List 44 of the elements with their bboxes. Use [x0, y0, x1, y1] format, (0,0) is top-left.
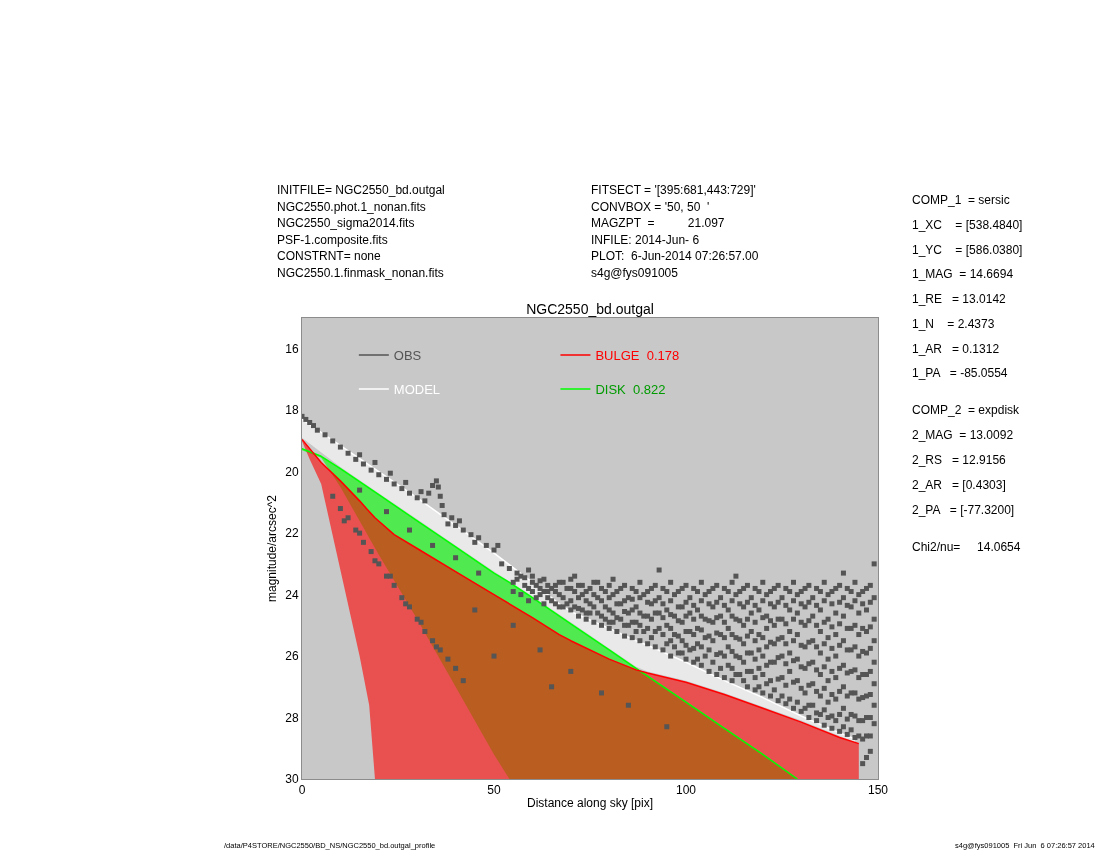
text: 2_RS = 12.9156: [912, 453, 1007, 467]
text: COMP_2 = expdisk: [912, 403, 1021, 417]
text: COMP_1 = sersic: [912, 193, 1010, 207]
y-tick-label: 16: [285, 341, 299, 356]
text: PLOT: 6-Jun-2014 07:26:57.00: [591, 249, 759, 263]
text: 2_MAG = 13.0092: [912, 428, 1014, 442]
y-axis-title: magnitude/arcsec^2: [264, 494, 279, 603]
y-tick-label: 20: [285, 464, 299, 479]
x-tick-label: 50: [487, 783, 501, 798]
text: 1_RE = 13.0142: [912, 292, 1007, 306]
x-tick-label: 0: [298, 783, 306, 798]
x-tick-label: 100: [675, 783, 697, 798]
text: Chi2/nu= 14.0654: [912, 540, 1021, 554]
text: NGC2550_sigma2014.fits: [277, 216, 415, 230]
text: PSF-1.composite.fits: [277, 233, 388, 247]
x-tick-label: 150: [867, 783, 889, 798]
text: 2_AR = [0.4303]: [912, 478, 1006, 492]
text: 1_PA = -85.0554: [912, 366, 1008, 380]
legend-label: DISK 0.822: [595, 382, 666, 398]
text: 2_PA = [-77.3200]: [912, 503, 1015, 517]
y-tick-label: 22: [285, 526, 299, 541]
legend-label: BULGE 0.178: [595, 348, 680, 364]
y-tick-label: 24: [285, 587, 299, 602]
y-tick-label: 30: [285, 772, 299, 787]
text: INFILE: 2014-Jun- 6: [591, 233, 700, 247]
text: 1_XC = [538.4840]: [912, 218, 1023, 232]
text: s4g@fys091005: [591, 266, 679, 280]
y-tick-label: 28: [285, 710, 299, 725]
text: CONVBOX = '50, 50 ': [591, 200, 710, 214]
text: 1_N = 2.4373: [912, 317, 995, 331]
chart-title: NGC2550_bd.outgal: [526, 301, 654, 317]
x-axis-title: Distance along sky [pix]: [526, 796, 654, 811]
text: MAGZPT = 21.097: [591, 216, 725, 230]
text: 1_AR = 0.1312: [912, 342, 1000, 356]
text: INITFILE= NGC2550_bd.outgal: [277, 183, 445, 197]
y-tick-label: 26: [285, 649, 299, 664]
text: 1_YC = [586.0380]: [912, 243, 1023, 257]
y-tick-label: 18: [285, 403, 299, 418]
text: NGC2550.phot.1_nonan.fits: [277, 200, 426, 214]
text: NGC2550.1.finmask_nonan.fits: [277, 266, 444, 280]
legend-label: OBS: [393, 348, 422, 364]
text: 1_MAG = 14.6694: [912, 267, 1014, 281]
text: CONSTRNT= none: [277, 249, 382, 263]
text: FITSECT = '[395:681,443:729]': [591, 183, 756, 197]
